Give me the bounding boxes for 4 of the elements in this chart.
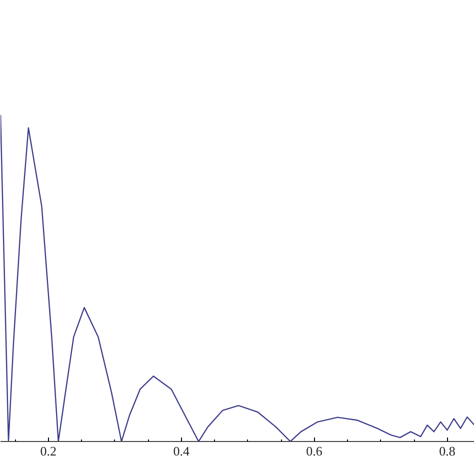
x-tick-label: 0.4 [173,444,190,458]
x-tick-label: 0.6 [306,444,323,458]
x-tick-label: 0.2 [40,444,56,458]
x-tick-label: 0.8 [439,444,456,458]
